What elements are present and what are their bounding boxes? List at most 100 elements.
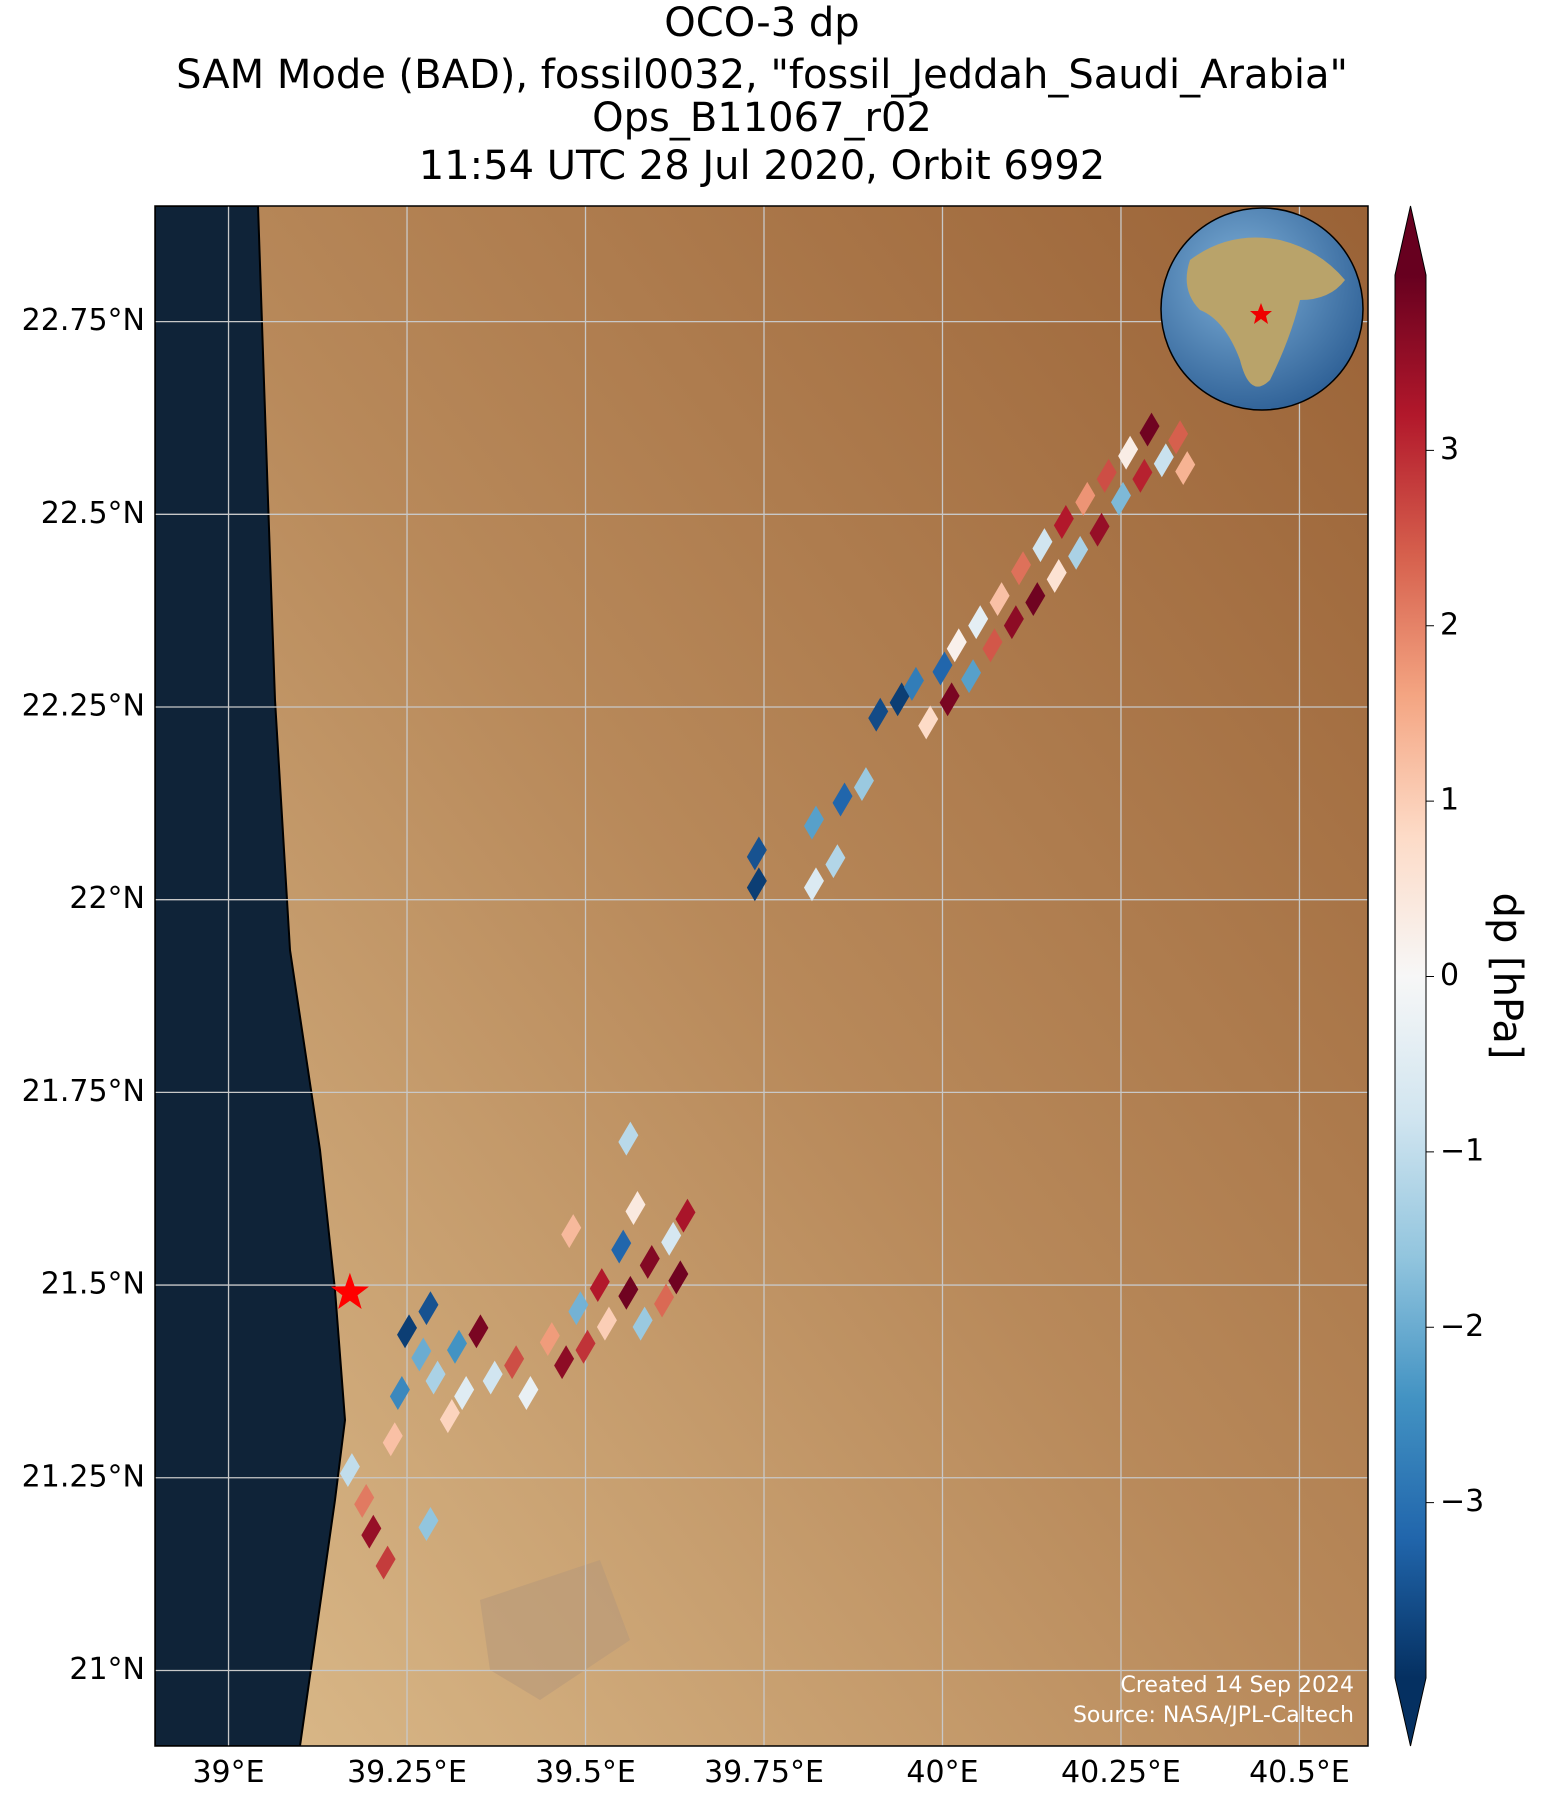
sounding: [447, 1329, 467, 1364]
sounding: [339, 1453, 360, 1488]
sounding: [1168, 420, 1189, 455]
title-line: Ops_B11067_r02: [592, 95, 932, 141]
title-line: SAM Mode (BAD), fossil0032, "fossil_Jedd…: [176, 52, 1348, 98]
sounding: [596, 1306, 617, 1341]
sounding: [1110, 481, 1131, 516]
sounding: [746, 836, 767, 871]
y-tick-label: 21.5°N: [41, 1267, 145, 1302]
x-tick-label: 39.75°E: [704, 1755, 824, 1790]
sounding: [397, 1314, 418, 1349]
colorbar: [1395, 275, 1426, 1678]
y-tick-label: 21.25°N: [22, 1459, 145, 1494]
y-tick-label: 21.75°N: [22, 1074, 145, 1109]
x-tick-label: 39.25°E: [347, 1755, 467, 1790]
sounding: [418, 1507, 439, 1541]
sounding: [1175, 451, 1196, 486]
sounding: [1089, 512, 1110, 547]
sounding: [575, 1329, 596, 1364]
sounding: [1132, 458, 1153, 493]
sounding: [1053, 505, 1074, 539]
sounding: [825, 844, 846, 879]
sounding: [868, 697, 889, 732]
sounding: [989, 582, 1010, 617]
colorbar-tick-label: 1: [1440, 783, 1459, 818]
sounding: [554, 1345, 575, 1380]
sounding: [903, 666, 924, 701]
sounding: [1118, 435, 1139, 470]
sounding: [746, 867, 767, 902]
sounding: [932, 651, 953, 686]
sounding: [1068, 535, 1089, 570]
colorbar-extend-top: [1395, 206, 1426, 275]
sounding: [668, 1260, 689, 1295]
sounding: [411, 1337, 432, 1372]
site-marker: [330, 1272, 369, 1309]
colorbar-extend-bottom: [1395, 1678, 1426, 1746]
credit: Source: NASA/JPL-Caltech: [1073, 1703, 1354, 1728]
sounding: [539, 1322, 560, 1356]
sounding: [832, 782, 853, 817]
sounding: [568, 1291, 589, 1326]
sounding: [918, 705, 939, 740]
globe-inset: [1160, 207, 1364, 411]
sounding: [1096, 458, 1117, 493]
sounding: [661, 1221, 682, 1256]
sounding: [425, 1360, 446, 1395]
x-tick-label: 40.25°E: [1061, 1755, 1181, 1790]
sounding: [468, 1314, 489, 1349]
colorbar-label: dp [hPa]: [1484, 893, 1530, 1060]
sounding: [1153, 443, 1174, 478]
sounding: [418, 1291, 439, 1326]
sounding: [803, 867, 824, 902]
sounding: [1025, 582, 1046, 617]
y-tick-label: 22°N: [69, 881, 145, 916]
y-tick-label: 22.25°N: [22, 689, 145, 724]
colorbar-tick-label: 2: [1440, 607, 1459, 642]
title-line: 11:54 UTC 28 Jul 2020, Orbit 6992: [419, 143, 1105, 189]
globe-marker: [1250, 303, 1272, 324]
sounding: [1032, 528, 1053, 563]
x-tick-label: 40°E: [906, 1755, 978, 1790]
sounding: [639, 1244, 660, 1279]
sounding: [361, 1514, 382, 1549]
sounding: [1139, 412, 1160, 447]
sounding: [454, 1376, 475, 1410]
sounding: [853, 767, 874, 802]
sounding: [589, 1268, 610, 1303]
sounding: [675, 1198, 696, 1233]
sounding: [961, 659, 982, 694]
sounding: [1046, 559, 1067, 593]
colorbar-frame: [1394, 205, 1427, 1747]
sounding: [939, 682, 960, 717]
colorbar-tick-label: −2: [1440, 1309, 1484, 1344]
x-tick-label: 39°E: [192, 1755, 264, 1790]
sounding: [803, 805, 824, 840]
sounding: [618, 1275, 639, 1310]
sounding: [625, 1191, 646, 1225]
colorbar-tick-label: −1: [1440, 1133, 1484, 1168]
sounding: [982, 628, 1003, 663]
terrain: [480, 1560, 630, 1700]
y-tick-label: 22.75°N: [22, 303, 145, 338]
credit: Created 14 Sep 2024: [1121, 1673, 1355, 1698]
sounding: [375, 1545, 396, 1580]
colorbar-tick-label: 3: [1440, 432, 1459, 467]
sounding: [561, 1214, 582, 1249]
sounding: [889, 682, 910, 717]
title-line: OCO-3 dp: [664, 0, 859, 46]
sounding: [654, 1283, 675, 1318]
y-tick-label: 22.5°N: [41, 496, 145, 531]
colorbar-tick-label: −3: [1440, 1484, 1484, 1519]
sounding: [1011, 551, 1032, 586]
sounding: [389, 1376, 410, 1410]
sounding: [968, 605, 989, 640]
sounding: [518, 1376, 539, 1410]
sounding: [946, 628, 967, 663]
map-frame: [154, 205, 1369, 1747]
sounding: [632, 1306, 653, 1341]
colorbar-tick-label: 0: [1440, 958, 1459, 993]
sounding: [504, 1345, 525, 1380]
sounding: [382, 1422, 403, 1457]
sounding: [1003, 605, 1024, 640]
